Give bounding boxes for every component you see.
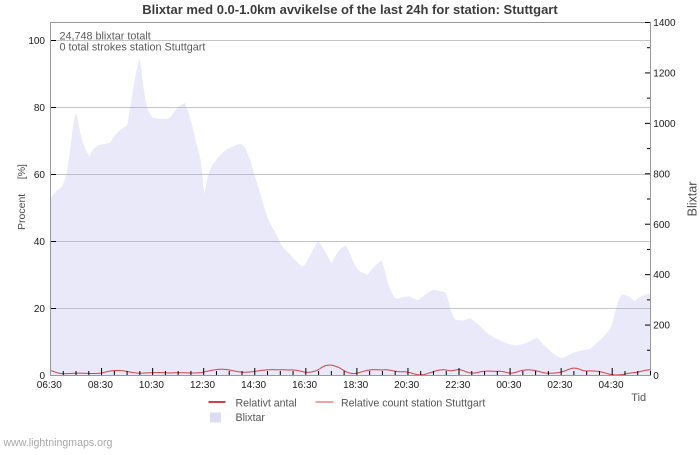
svg-text:18:30: 18:30 xyxy=(343,380,368,391)
svg-text:16:30: 16:30 xyxy=(292,380,317,391)
svg-text:800: 800 xyxy=(653,169,670,180)
svg-text:0 total strokes station Stuttg: 0 total strokes station Stuttgart xyxy=(60,41,206,53)
svg-text:400: 400 xyxy=(653,270,670,281)
svg-text:80: 80 xyxy=(34,103,46,114)
svg-text:1000: 1000 xyxy=(653,119,676,130)
svg-text:Blixtar med 0.0-1.0km avvikels: Blixtar med 0.0-1.0km avvikelse of the l… xyxy=(142,2,558,17)
svg-text:20:30: 20:30 xyxy=(394,380,419,391)
svg-text:02:30: 02:30 xyxy=(547,380,572,391)
svg-text:00:30: 00:30 xyxy=(496,380,521,391)
svg-text:10:30: 10:30 xyxy=(139,380,164,391)
svg-text:06:30: 06:30 xyxy=(37,380,62,391)
svg-text:Tid: Tid xyxy=(631,392,646,404)
svg-text:Blixtar: Blixtar xyxy=(236,412,266,424)
svg-text:Blixtar: Blixtar xyxy=(685,182,699,217)
svg-text:0: 0 xyxy=(653,371,659,382)
svg-text:Relativt antal: Relativt antal xyxy=(236,397,297,409)
svg-text:100: 100 xyxy=(28,36,45,47)
svg-text:04:30: 04:30 xyxy=(598,380,623,391)
svg-text:08:30: 08:30 xyxy=(88,380,113,391)
svg-text:40: 40 xyxy=(34,237,46,248)
svg-text:200: 200 xyxy=(653,321,670,332)
svg-text:0: 0 xyxy=(39,371,45,382)
svg-text:www.lightningmaps.org: www.lightningmaps.org xyxy=(3,437,113,449)
svg-text:Procent [%]: Procent [%] xyxy=(16,164,28,230)
svg-text:12:30: 12:30 xyxy=(190,380,215,391)
svg-text:1200: 1200 xyxy=(653,69,676,80)
svg-text:24,748 blixtar totalt: 24,748 blixtar totalt xyxy=(60,30,151,42)
svg-text:60: 60 xyxy=(34,170,46,181)
svg-text:600: 600 xyxy=(653,220,670,231)
svg-text:1400: 1400 xyxy=(653,18,676,29)
svg-text:Relative count station Stuttga: Relative count station Stuttgart xyxy=(341,397,485,409)
svg-text:22:30: 22:30 xyxy=(445,380,470,391)
svg-text:14:30: 14:30 xyxy=(241,380,266,391)
svg-text:20: 20 xyxy=(34,304,46,315)
